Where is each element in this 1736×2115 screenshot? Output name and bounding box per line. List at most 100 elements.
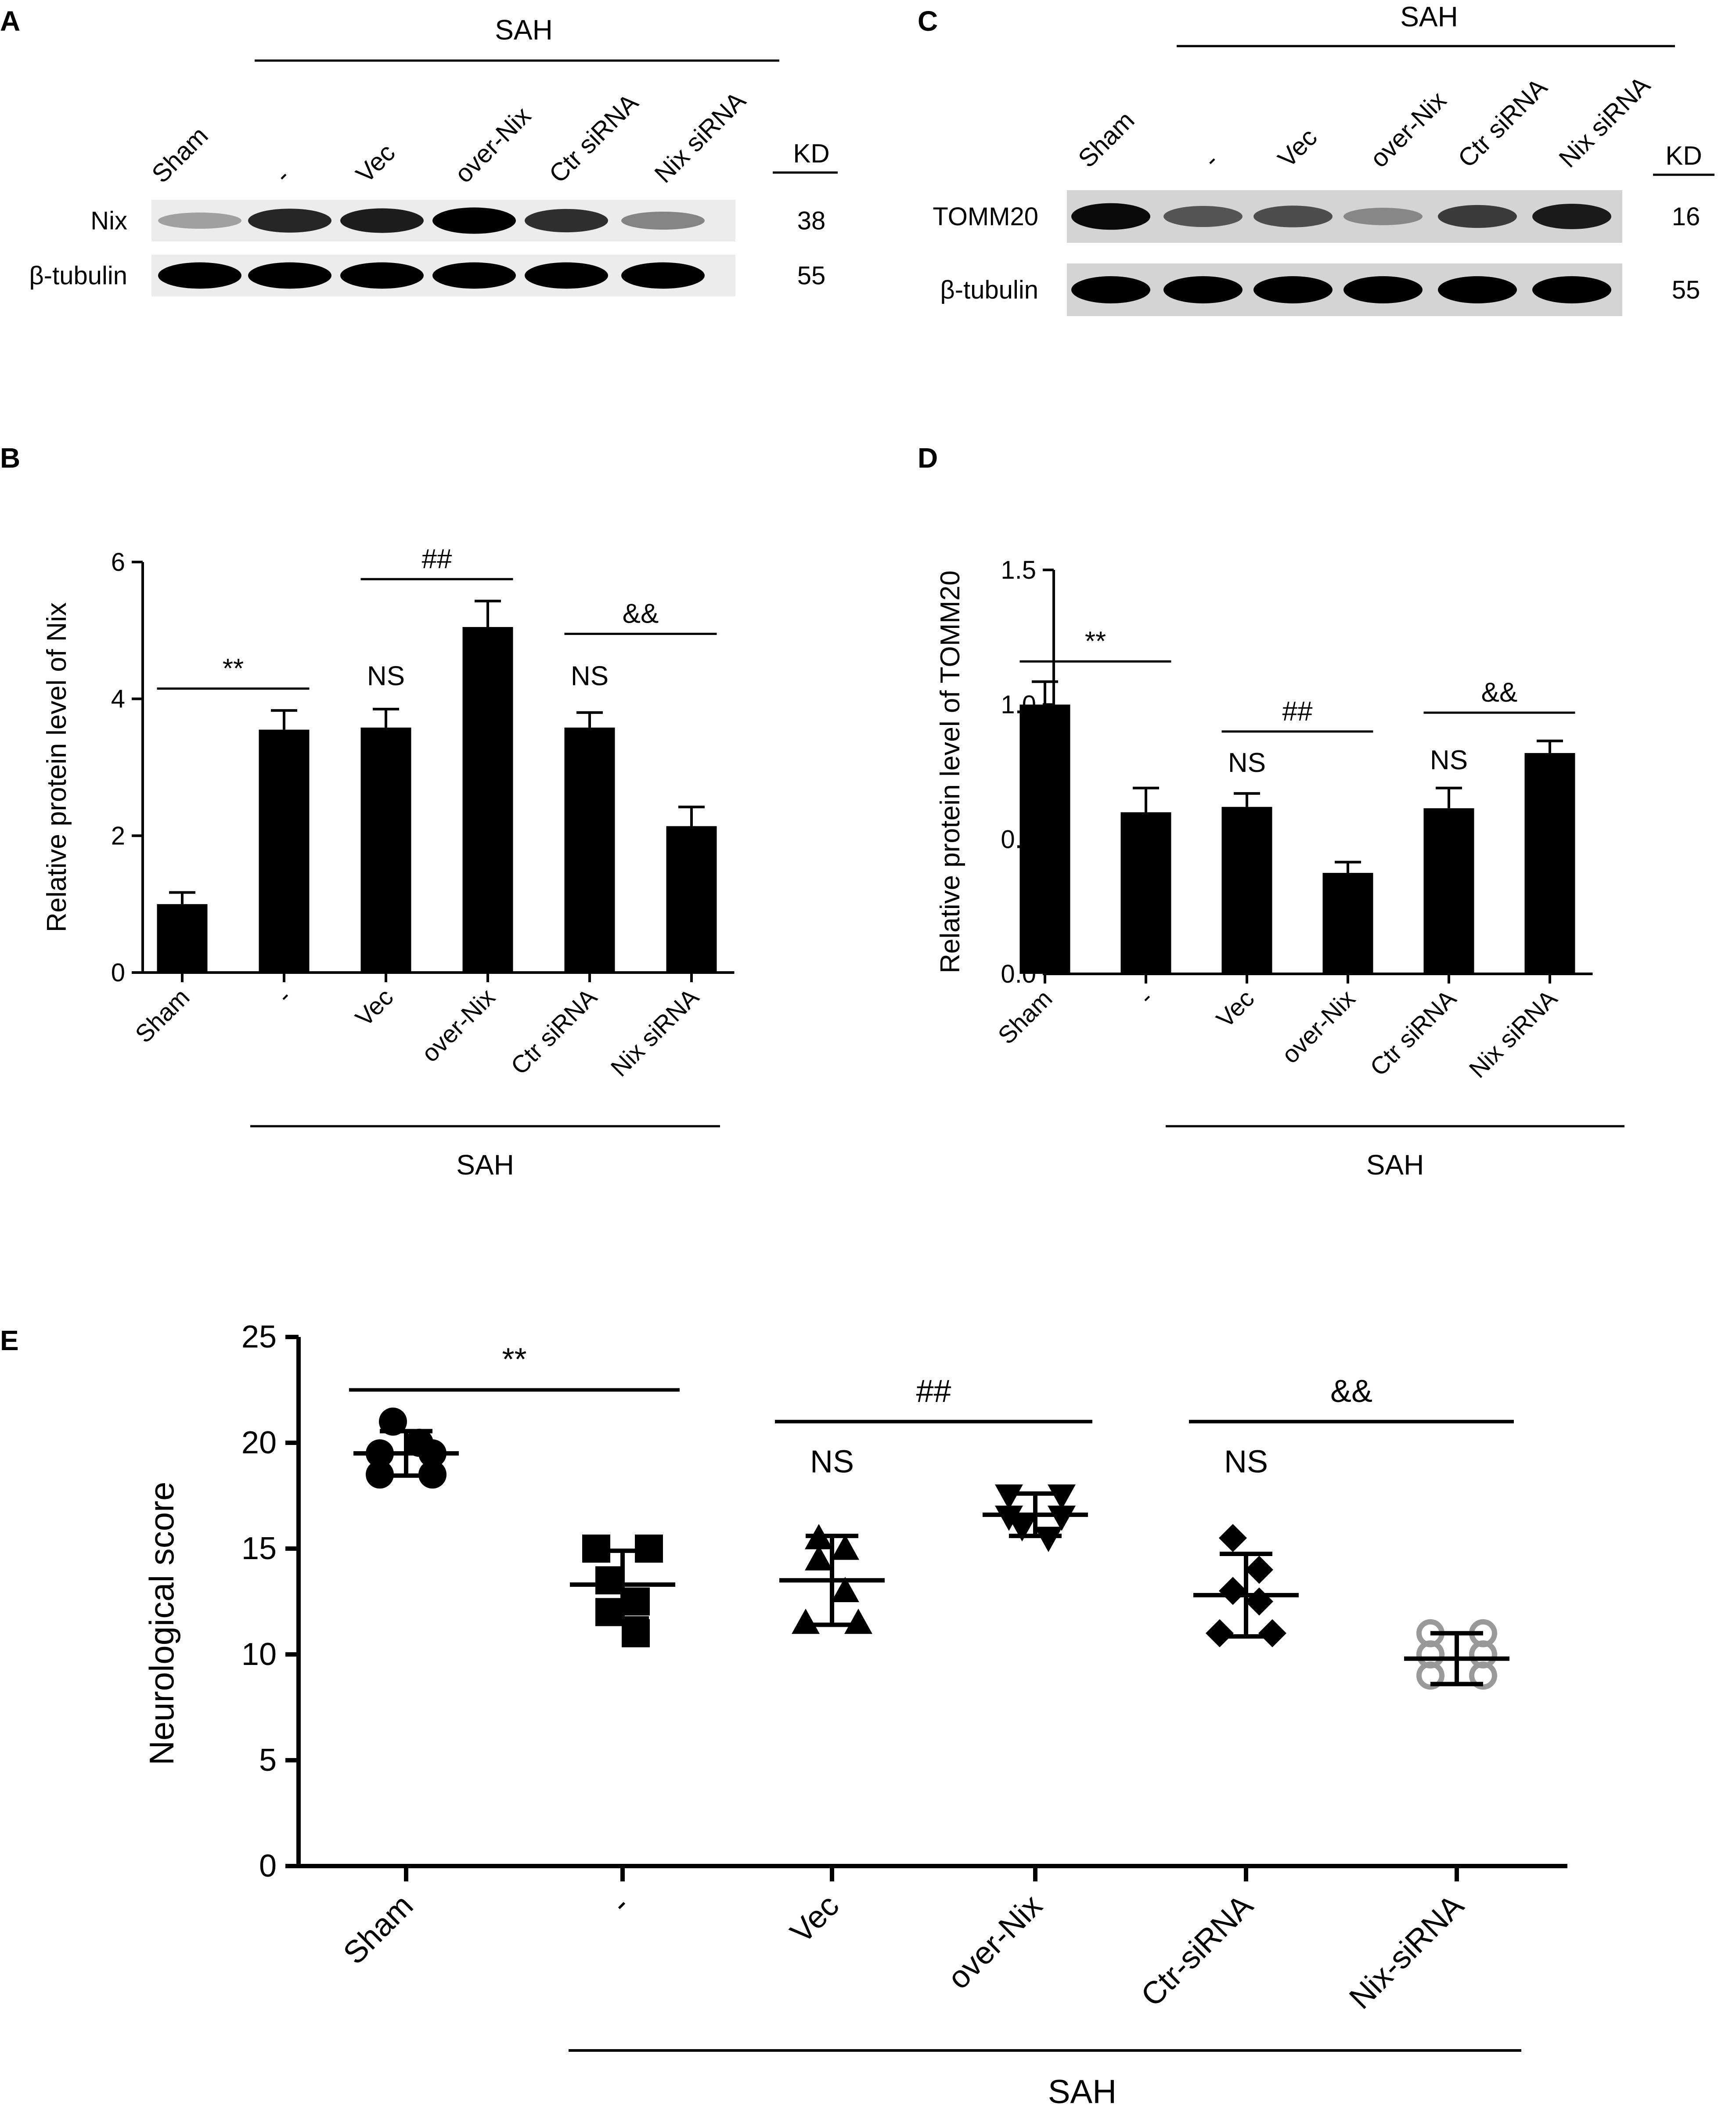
- significance-label: NS: [571, 661, 609, 692]
- scatter-chart-e: 0 5 10 15 20 25 Neurological score Sham - Vec over…: [142, 1319, 1567, 2111]
- y-tick-label: 2: [111, 821, 125, 850]
- data-point: [1245, 1587, 1273, 1616]
- data-point: [831, 1577, 859, 1602]
- data-point: [1469, 1661, 1497, 1690]
- bar: [157, 904, 208, 973]
- panel-label-e: E: [0, 1325, 19, 1356]
- significance-label: ##: [916, 1374, 951, 1409]
- blot_a-lane-label: Vec: [350, 138, 400, 188]
- blot_a-band: [621, 211, 705, 230]
- y-tick-label: 5: [259, 1743, 277, 1778]
- blot_a-lane-label: -: [269, 162, 295, 189]
- data-point: [1219, 1577, 1247, 1605]
- data-point: [1008, 1516, 1036, 1542]
- data-point: [844, 1608, 872, 1634]
- blot_a-row-kd: 38: [797, 207, 826, 235]
- blot_c-band: [1438, 276, 1517, 303]
- blot_c-row-name: β-tubulin: [940, 276, 1038, 304]
- y-tick-label: 10: [241, 1637, 277, 1672]
- data-point: [1245, 1556, 1273, 1584]
- panel-label-a: A: [0, 5, 20, 37]
- significance-label: **: [223, 653, 244, 684]
- significance-label: &&: [1481, 677, 1518, 708]
- blot-a-kd-header: KD: [793, 139, 829, 168]
- data-point: [595, 1566, 623, 1595]
- y-tick-label: 4: [111, 685, 125, 713]
- blot_a-band: [525, 262, 608, 289]
- blot_c-band: [1253, 205, 1333, 227]
- x-tick-label: Nix-siRNA: [1343, 1888, 1470, 2016]
- significance-label: **: [502, 1342, 526, 1377]
- blot_a-lane-label: Nix siRNA: [649, 86, 751, 188]
- blot_a-row-name: β-tubulin: [29, 262, 127, 290]
- x-tick-label: Ctr siRNA: [505, 983, 602, 1080]
- blot_a-band: [158, 212, 241, 229]
- blot_a-band: [158, 262, 241, 289]
- data-point: [1206, 1619, 1234, 1647]
- blot_c-row-kd: 55: [1672, 276, 1700, 304]
- x-tick-label: Sham: [130, 983, 194, 1048]
- x-tick-label: Sham: [337, 1888, 420, 1971]
- data-point: [805, 1545, 833, 1571]
- panel-label-b: B: [0, 442, 20, 474]
- y-tick-label: 6: [111, 548, 125, 576]
- significance-label: ##: [1282, 696, 1313, 727]
- data-point: [1416, 1661, 1444, 1690]
- bar: [462, 627, 513, 973]
- x-tick-label: -: [271, 983, 297, 1009]
- significance-label: &&: [1330, 1374, 1372, 1409]
- data-point: [792, 1608, 820, 1634]
- significance-label: ##: [422, 544, 452, 574]
- blot_c-band: [1343, 276, 1423, 303]
- y-axis-label: Relative protein level of Nix: [42, 602, 72, 932]
- blot_a-band: [340, 262, 424, 289]
- bar: [1322, 873, 1373, 974]
- x-tick-label: over-Nix: [1276, 984, 1361, 1069]
- x-tick-label: Nix siRNA: [605, 983, 704, 1081]
- group-label: SAH: [456, 1149, 514, 1181]
- western-blot-c: SAH KD Sham - Vec over-Nix Ctr siRNA Nix siRN…: [933, 1, 1714, 316]
- blot_a-band: [621, 262, 705, 289]
- x-tick-label: Sham: [992, 984, 1057, 1049]
- blot_c-lane-label: Vec: [1272, 123, 1322, 173]
- x-tick-label: Vec: [350, 983, 399, 1032]
- panel-label-d: D: [918, 442, 938, 474]
- bar: [564, 728, 615, 973]
- data-point: [595, 1598, 623, 1626]
- blot_a-band: [248, 209, 331, 233]
- significance-label: NS: [1430, 745, 1468, 775]
- significance-label: NS: [1228, 748, 1266, 778]
- significance-label: &&: [623, 599, 659, 629]
- significance-label: **: [1085, 627, 1106, 657]
- y-tick-label: 20: [241, 1425, 277, 1460]
- data-point: [1219, 1524, 1247, 1552]
- blot_c-band: [1163, 205, 1243, 227]
- data-point: [831, 1535, 859, 1560]
- x-tick-label: -: [604, 1888, 637, 1920]
- blot_c-band: [1071, 203, 1150, 230]
- bar: [259, 729, 310, 973]
- blot-c-kd-header: KD: [1665, 141, 1702, 170]
- y-tick-label: 0: [111, 958, 125, 987]
- blot_c-band: [1532, 204, 1611, 229]
- significance-label: NS: [367, 661, 405, 692]
- blot_a-row-kd: 55: [797, 262, 826, 290]
- data-point: [995, 1484, 1023, 1510]
- x-tick-label: Ctr siRNA: [1365, 984, 1462, 1081]
- data-point: [622, 1619, 650, 1647]
- y-tick-label: 15: [241, 1531, 277, 1566]
- bar: [666, 826, 717, 973]
- significance-label: NS: [810, 1444, 854, 1479]
- bar: [360, 728, 411, 973]
- blot_c-row-kd: 16: [1672, 202, 1700, 231]
- group-label: SAH: [1048, 2073, 1117, 2111]
- blot_c-band: [1343, 208, 1423, 225]
- blot_a-band: [248, 262, 331, 289]
- blot_a-band: [525, 209, 608, 233]
- y-tick-label: 25: [241, 1319, 277, 1355]
- blot-c-group-label: SAH: [1400, 1, 1458, 32]
- data-point: [379, 1407, 407, 1436]
- blot_c-band: [1438, 205, 1517, 228]
